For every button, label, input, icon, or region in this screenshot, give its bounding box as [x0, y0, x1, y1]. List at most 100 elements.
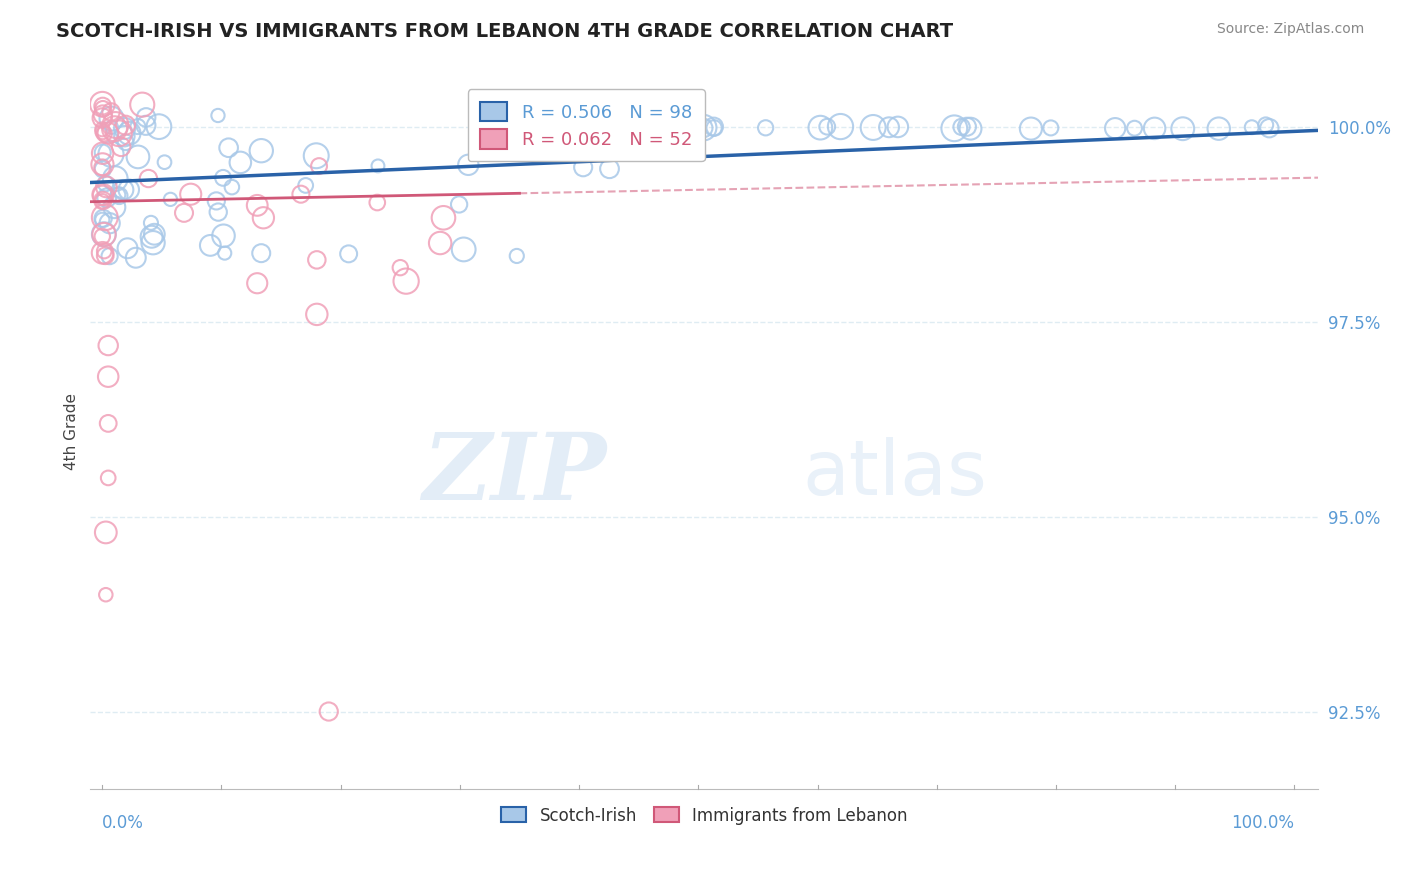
Point — [100, 147, 122, 161]
Point — [97, 369, 120, 384]
Point — [877, 120, 900, 135]
Point — [108, 126, 131, 140]
Point — [91, 146, 114, 161]
Point — [125, 251, 148, 265]
Point — [91, 188, 114, 202]
Point — [1258, 121, 1281, 136]
Point — [212, 228, 235, 243]
Point — [366, 195, 388, 210]
Point — [91, 99, 114, 113]
Point — [308, 159, 330, 173]
Point — [91, 145, 114, 160]
Point — [96, 180, 118, 194]
Point — [91, 161, 114, 175]
Point — [551, 120, 574, 134]
Point — [498, 126, 520, 140]
Point — [693, 120, 716, 135]
Point — [602, 120, 624, 134]
Point — [131, 97, 153, 112]
Point — [91, 157, 114, 171]
Point — [246, 277, 269, 291]
Point — [205, 194, 228, 208]
Point — [94, 211, 117, 225]
Point — [103, 121, 125, 136]
Point — [127, 150, 149, 164]
Point — [591, 120, 613, 134]
Point — [180, 187, 202, 202]
Point — [305, 307, 328, 321]
Point — [703, 120, 725, 135]
Point — [98, 216, 121, 230]
Point — [959, 121, 981, 136]
Point — [214, 246, 236, 260]
Point — [616, 120, 638, 134]
Point — [465, 121, 488, 136]
Point — [530, 120, 553, 135]
Point — [91, 194, 114, 209]
Point — [626, 120, 648, 135]
Point — [141, 229, 163, 244]
Point — [148, 120, 170, 134]
Point — [91, 211, 114, 226]
Point — [94, 525, 117, 540]
Point — [91, 111, 114, 125]
Point — [112, 129, 135, 144]
Point — [1104, 121, 1126, 136]
Point — [1143, 121, 1166, 136]
Point — [498, 121, 520, 136]
Y-axis label: 4th Grade: 4th Grade — [65, 392, 79, 470]
Point — [808, 120, 831, 135]
Point — [229, 155, 252, 169]
Point — [1208, 121, 1230, 136]
Point — [579, 120, 602, 134]
Legend: Scotch-Irish, Immigrants from Lebanon: Scotch-Irish, Immigrants from Lebanon — [495, 800, 914, 831]
Point — [950, 120, 973, 134]
Point — [565, 120, 588, 134]
Point — [94, 588, 117, 602]
Point — [94, 249, 117, 263]
Point — [159, 193, 181, 207]
Text: 100.0%: 100.0% — [1232, 814, 1295, 832]
Point — [478, 120, 501, 135]
Point — [367, 159, 389, 173]
Point — [815, 120, 838, 134]
Point — [93, 244, 115, 258]
Point — [599, 161, 621, 176]
Point — [94, 177, 117, 191]
Point — [93, 127, 115, 141]
Point — [139, 216, 162, 230]
Point — [143, 227, 166, 242]
Point — [432, 211, 454, 225]
Point — [395, 274, 418, 288]
Point — [318, 705, 340, 719]
Point — [91, 125, 114, 139]
Point — [91, 212, 114, 227]
Point — [91, 122, 114, 136]
Point — [91, 97, 114, 112]
Point — [135, 119, 157, 133]
Point — [91, 194, 114, 208]
Point — [153, 155, 176, 169]
Point — [104, 171, 127, 186]
Point — [305, 149, 328, 163]
Point — [97, 126, 120, 140]
Point — [103, 200, 125, 214]
Point — [108, 188, 131, 202]
Point — [305, 252, 328, 267]
Text: ZIP: ZIP — [422, 429, 606, 519]
Point — [703, 120, 725, 134]
Point — [100, 120, 122, 135]
Point — [207, 205, 229, 219]
Point — [200, 238, 222, 252]
Point — [96, 191, 118, 205]
Point — [142, 235, 165, 250]
Point — [173, 206, 195, 220]
Point — [138, 171, 160, 186]
Point — [91, 107, 114, 121]
Point — [207, 108, 229, 122]
Point — [250, 246, 273, 260]
Point — [246, 198, 269, 212]
Text: SCOTCH-IRISH VS IMMIGRANTS FROM LEBANON 4TH GRADE CORRELATION CHART: SCOTCH-IRISH VS IMMIGRANTS FROM LEBANON … — [56, 22, 953, 41]
Point — [91, 187, 114, 202]
Point — [221, 180, 243, 194]
